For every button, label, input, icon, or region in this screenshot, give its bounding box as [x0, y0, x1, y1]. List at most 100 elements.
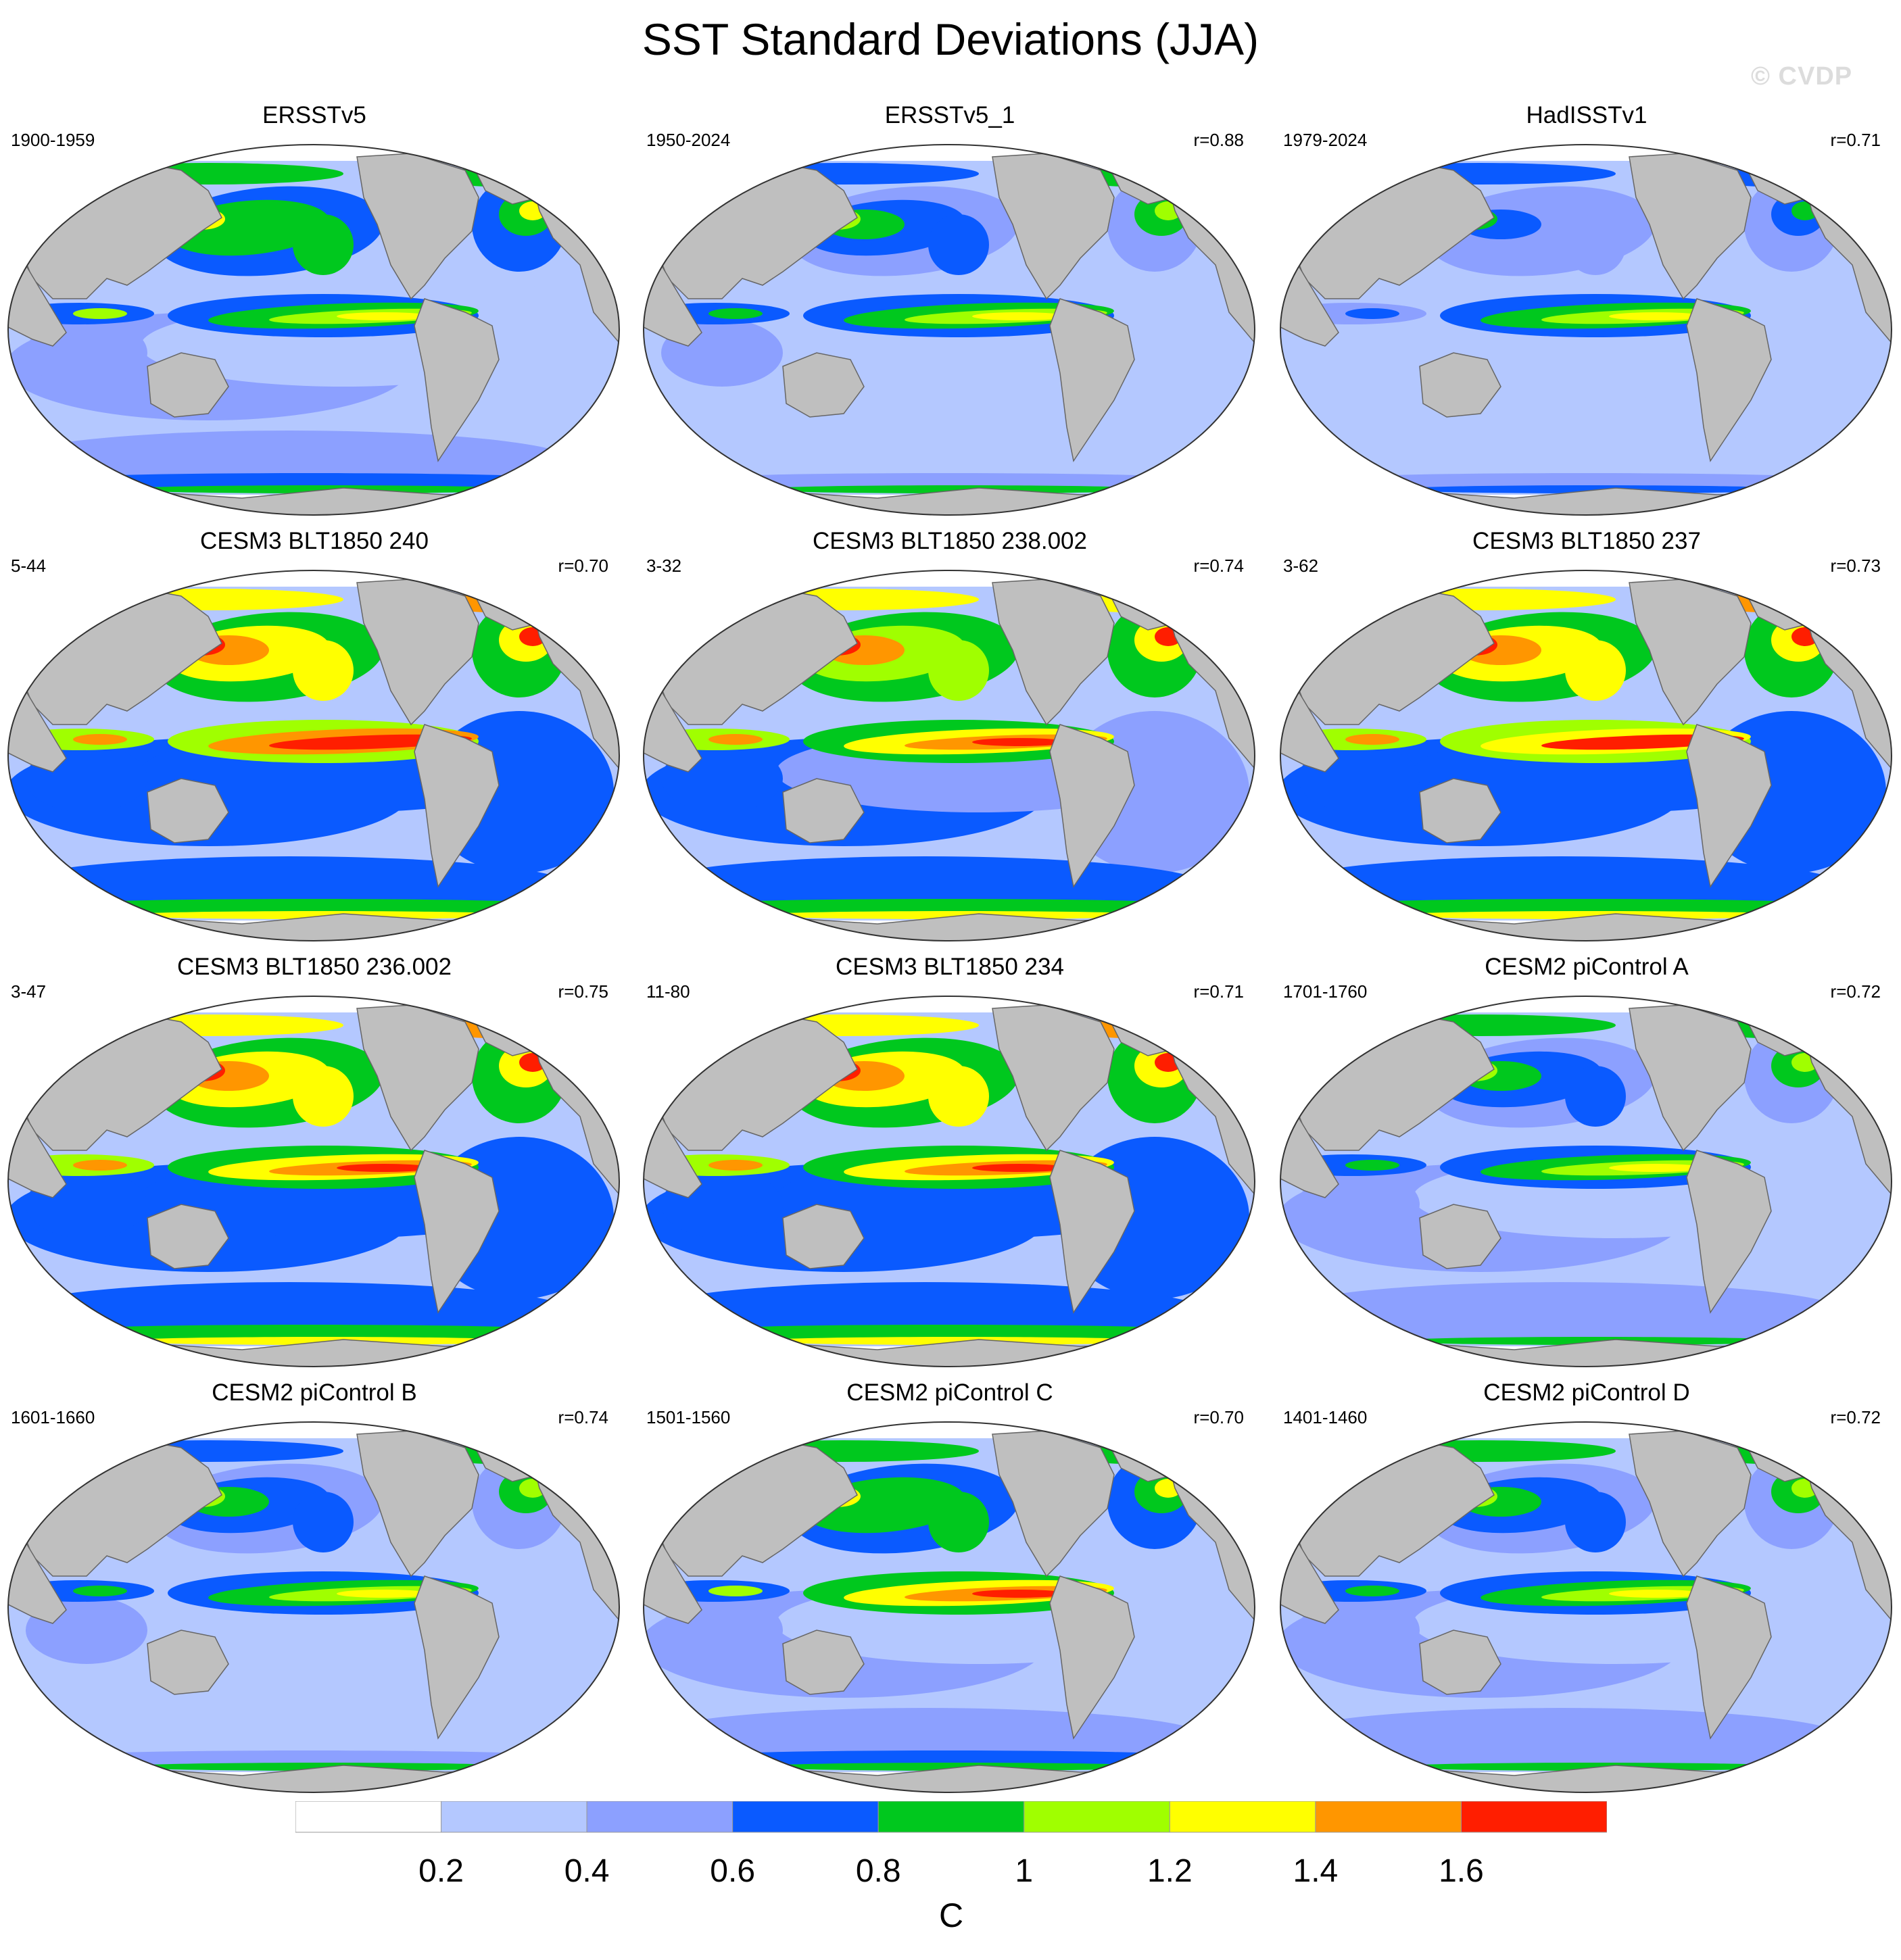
panel-title: CESM3 BLT1850 234 [836, 954, 1064, 980]
panel-period: 1950-2024 [646, 130, 731, 150]
panel-title: ERSSTv5 [262, 102, 366, 128]
australia-land [782, 1204, 865, 1269]
panel-period: 1501-1560 [646, 1407, 731, 1427]
panel-title: CESM3 BLT1850 238.002 [812, 528, 1087, 554]
panel-title: CESM3 BLT1850 240 [200, 528, 429, 554]
colorbar-units: C [938, 1896, 964, 1934]
map-outline [7, 996, 620, 1367]
colorbar-tick-label: 1.2 [1147, 1853, 1193, 1889]
panel-pattern-correlation: r=0.71 [1830, 130, 1881, 150]
world-map [7, 144, 620, 516]
colorbar-tick-label: 1.4 [1293, 1853, 1339, 1889]
antarctica-land [1280, 1339, 1892, 1367]
panel-period: 3-32 [646, 556, 682, 576]
south-america-land [1686, 1150, 1772, 1314]
colorbar-swatch [877, 1801, 1025, 1833]
panel-period: 5-44 [11, 556, 47, 576]
antarctica-land [644, 1765, 1255, 1792]
south-america-land [1049, 298, 1135, 462]
map-panel: CESM2 piControl A 1701-1760 r=0.72 [1272, 953, 1901, 1386]
colorbar-tick-label: 1.6 [1439, 1853, 1484, 1889]
australia-land [147, 352, 229, 418]
map-outline [1280, 1421, 1892, 1793]
australia-land [782, 352, 865, 418]
map-outline [7, 1421, 620, 1793]
colorbar-swatch [1315, 1801, 1462, 1833]
panel-title: CESM2 piControl C [846, 1379, 1053, 1406]
colorbar-tick-label: 0.8 [855, 1853, 901, 1889]
panel-title: ERSSTv5_1 [884, 102, 1015, 128]
panel-pattern-correlation: r=0.74 [558, 1407, 608, 1427]
colorbar-swatch [1169, 1801, 1316, 1833]
antarctica-land [8, 1339, 619, 1367]
panel-title: CESM2 piControl D [1483, 1379, 1690, 1406]
map-panel: CESM3 BLT1850 236.002 3-47 r=0.75 [0, 953, 629, 1386]
world-map [643, 1421, 1255, 1793]
world-map [1280, 570, 1892, 941]
north-america-land [1629, 153, 1752, 300]
south-america-land [414, 724, 500, 888]
panel-title: HadISSTv1 [1526, 102, 1647, 128]
panel-pattern-correlation: r=0.88 [1193, 130, 1244, 150]
panel-pattern-correlation: r=0.73 [1830, 556, 1881, 576]
panel-pattern-correlation: r=0.74 [1193, 556, 1244, 576]
south-america-land [1686, 298, 1772, 462]
colorbar-legend: 0.2 0.4 0.6 0.8 1 1.2 1.4 1.6 C [295, 1801, 1607, 1943]
map-panel: HadISSTv1 1979-2024 r=0.71 [1272, 101, 1901, 534]
map-outline [643, 996, 1255, 1367]
colorbar-tick-label: 1 [1015, 1853, 1034, 1889]
antarctica-land [8, 487, 619, 515]
panel-pattern-correlation: r=0.75 [558, 981, 608, 1002]
panel-pattern-correlation: r=0.70 [1193, 1407, 1244, 1427]
panel-title: CESM3 BLT1850 236.002 [176, 954, 452, 980]
australia-land [147, 778, 229, 843]
australia-land [147, 1630, 229, 1695]
north-america-land [356, 153, 479, 300]
colorbar-swatch [1024, 1801, 1170, 1833]
antarctica-land [1280, 913, 1892, 941]
australia-land [147, 1204, 229, 1269]
map-panel: CESM3 BLT1850 237 3-62 r=0.73 [1272, 527, 1901, 960]
map-panel: CESM2 piControl D 1401-1460 r=0.72 [1272, 1379, 1901, 1811]
panel-period: 11-80 [646, 981, 690, 1002]
south-america-land [1049, 1150, 1135, 1314]
colorbar-swatch [1460, 1801, 1607, 1833]
north-america-land [1629, 579, 1752, 726]
colorbar [295, 1801, 1607, 1833]
panel-pattern-correlation: r=0.71 [1193, 981, 1244, 1002]
panel-period: 3-62 [1283, 556, 1319, 576]
sst-field [1280, 1422, 1892, 1792]
panel-period: 1701-1760 [1283, 981, 1368, 1002]
sst-field [1280, 570, 1892, 941]
antarctica-land [8, 913, 619, 941]
north-america-land [992, 153, 1115, 300]
colorbar-tick-label: 0.6 [710, 1853, 756, 1889]
map-outline [7, 144, 620, 516]
south-america-land [1049, 724, 1135, 888]
panel-title: CESM3 BLT1850 237 [1472, 528, 1701, 554]
map-outline [643, 144, 1255, 516]
panel-period: 3-47 [11, 981, 47, 1002]
antarctica-land [1280, 1765, 1892, 1792]
world-map [7, 1421, 620, 1793]
world-map [7, 996, 620, 1367]
north-america-land [992, 1430, 1115, 1577]
map-panel: CESM3 BLT1850 238.002 3-32 r=0.74 [635, 527, 1264, 960]
australia-land [782, 778, 865, 843]
north-america-land [356, 1004, 479, 1152]
world-map [1280, 1421, 1892, 1793]
panel-period: 1601-1660 [11, 1407, 95, 1427]
australia-land [1419, 352, 1501, 418]
north-america-land [356, 579, 479, 726]
map-outline [7, 570, 620, 941]
australia-land [1419, 778, 1501, 843]
north-america-land [992, 1004, 1115, 1152]
world-map [643, 996, 1255, 1367]
panel-pattern-correlation: r=0.72 [1830, 981, 1881, 1002]
map-outline [1280, 144, 1892, 516]
world-map [1280, 144, 1892, 516]
map-outline [1280, 996, 1892, 1367]
antarctica-land [644, 487, 1255, 515]
page-title: SST Standard Deviations (JJA) [642, 14, 1259, 64]
map-panel: ERSSTv5_1 1950-2024 r=0.88 [635, 101, 1264, 534]
